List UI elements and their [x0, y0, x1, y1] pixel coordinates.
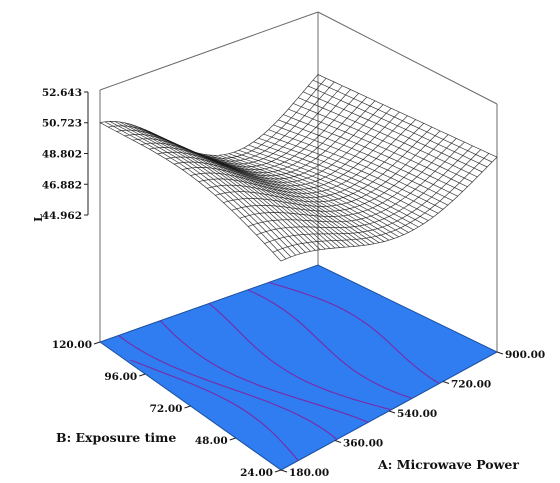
mesh-line-u — [233, 151, 414, 231]
mesh-line-u — [228, 153, 409, 233]
mesh-line-u — [302, 91, 483, 173]
x-tick-label: 360.00 — [343, 438, 383, 450]
y-tick-mark — [229, 437, 236, 441]
mesh-line-u — [253, 141, 434, 218]
frame-edge — [317, 11, 498, 105]
y-tick-mark — [139, 373, 146, 377]
mesh-line-u — [104, 121, 287, 260]
mesh-line-u — [298, 97, 478, 178]
mesh-line-u — [208, 154, 390, 241]
x-tick-label: 540.00 — [397, 408, 437, 420]
mesh-line-u — [268, 129, 449, 206]
mesh-line-u — [283, 114, 463, 192]
mesh-line-u — [273, 124, 453, 202]
mesh-line-u — [203, 153, 385, 242]
x-tick-label: 180.00 — [289, 467, 329, 479]
z-tick-label: 52.643 — [42, 87, 82, 99]
mesh-line-u — [293, 103, 473, 183]
base-plane — [98, 264, 499, 471]
mesh-line-u — [278, 119, 458, 197]
mesh-line-u — [263, 133, 444, 210]
contour-line — [247, 289, 413, 399]
mesh-line-u — [258, 137, 439, 214]
y-tick-label: 96.00 — [104, 371, 137, 383]
y-tick-label: 24.00 — [240, 467, 273, 479]
contour-line — [130, 359, 299, 461]
mesh-line-u — [189, 149, 370, 245]
mesh-line-u — [238, 149, 419, 228]
plot-frame — [99, 11, 498, 352]
mesh-line-u — [218, 154, 399, 238]
mesh-line-u — [124, 122, 306, 253]
mesh-line-v — [182, 111, 400, 187]
mesh-line-u — [119, 121, 301, 254]
mesh-line-u — [213, 154, 395, 239]
mesh-line-v — [157, 100, 376, 177]
x-tick-mark — [388, 410, 396, 414]
mesh-line-v — [272, 153, 490, 253]
contour-line — [208, 303, 392, 411]
z-tick-label: 46.882 — [42, 179, 82, 191]
mesh-line-v — [173, 108, 392, 183]
x-tick-mark — [496, 351, 504, 355]
mesh-line-u — [307, 85, 488, 168]
mesh-line-u — [139, 127, 321, 250]
mesh-line-u — [198, 152, 380, 243]
x-tick-mark — [442, 381, 450, 384]
y-axis-title: B: Exposure time — [56, 430, 176, 445]
y-tick-label: 120.00 — [52, 339, 92, 351]
contour-line — [268, 281, 440, 384]
z-tick-label: 48.802 — [42, 149, 82, 161]
x-axis-title: A: Microwave Power — [377, 457, 519, 472]
z-axis-label: L — [32, 214, 45, 222]
mesh-line-u — [243, 147, 424, 225]
mesh-line-u — [99, 122, 282, 262]
y-tick-label: 72.00 — [150, 403, 183, 415]
contour-base-plane — [98, 264, 499, 471]
mesh-line-u — [134, 125, 316, 251]
z-tick-label: 44.962 — [42, 210, 82, 222]
mesh-line-u — [248, 144, 429, 221]
response-surface-mesh — [99, 74, 498, 262]
y-tick-mark — [184, 405, 191, 409]
mesh-line-u — [312, 79, 493, 163]
x-tick-label: 720.00 — [451, 379, 491, 391]
frame-edge — [99, 11, 319, 91]
mesh-line-u — [129, 123, 311, 252]
mesh-line-u — [288, 108, 468, 188]
z-tick-label: 50.723 — [42, 118, 82, 130]
mesh-line-u — [223, 154, 404, 236]
z-axis-tick-labels: 44.962 46.882 48.802 50.723 52.643 — [42, 87, 82, 222]
x-tick-mark — [334, 440, 342, 443]
mesh-line-u — [114, 121, 296, 256]
contour-line — [118, 335, 338, 440]
x-tick-label: 900.00 — [505, 349, 545, 361]
x-tick-mark — [280, 469, 288, 473]
mesh-line-u — [317, 74, 498, 158]
mesh-line-v — [99, 74, 319, 156]
z-axis — [84, 91, 89, 216]
mesh-line-u — [109, 121, 292, 258]
contour-line — [159, 320, 369, 423]
y-tick-mark — [274, 469, 282, 473]
y-axis-tick-labels: 24.00 48.00 72.00 96.00 120.00 — [52, 339, 282, 479]
mesh-line-u — [193, 151, 375, 244]
mesh-line-u — [149, 131, 331, 249]
y-tick-mark — [93, 341, 101, 345]
x-axis-tick-labels: 180.00 360.00 540.00 720.00 900.00 — [280, 349, 545, 479]
y-tick-label: 48.00 — [195, 435, 228, 447]
